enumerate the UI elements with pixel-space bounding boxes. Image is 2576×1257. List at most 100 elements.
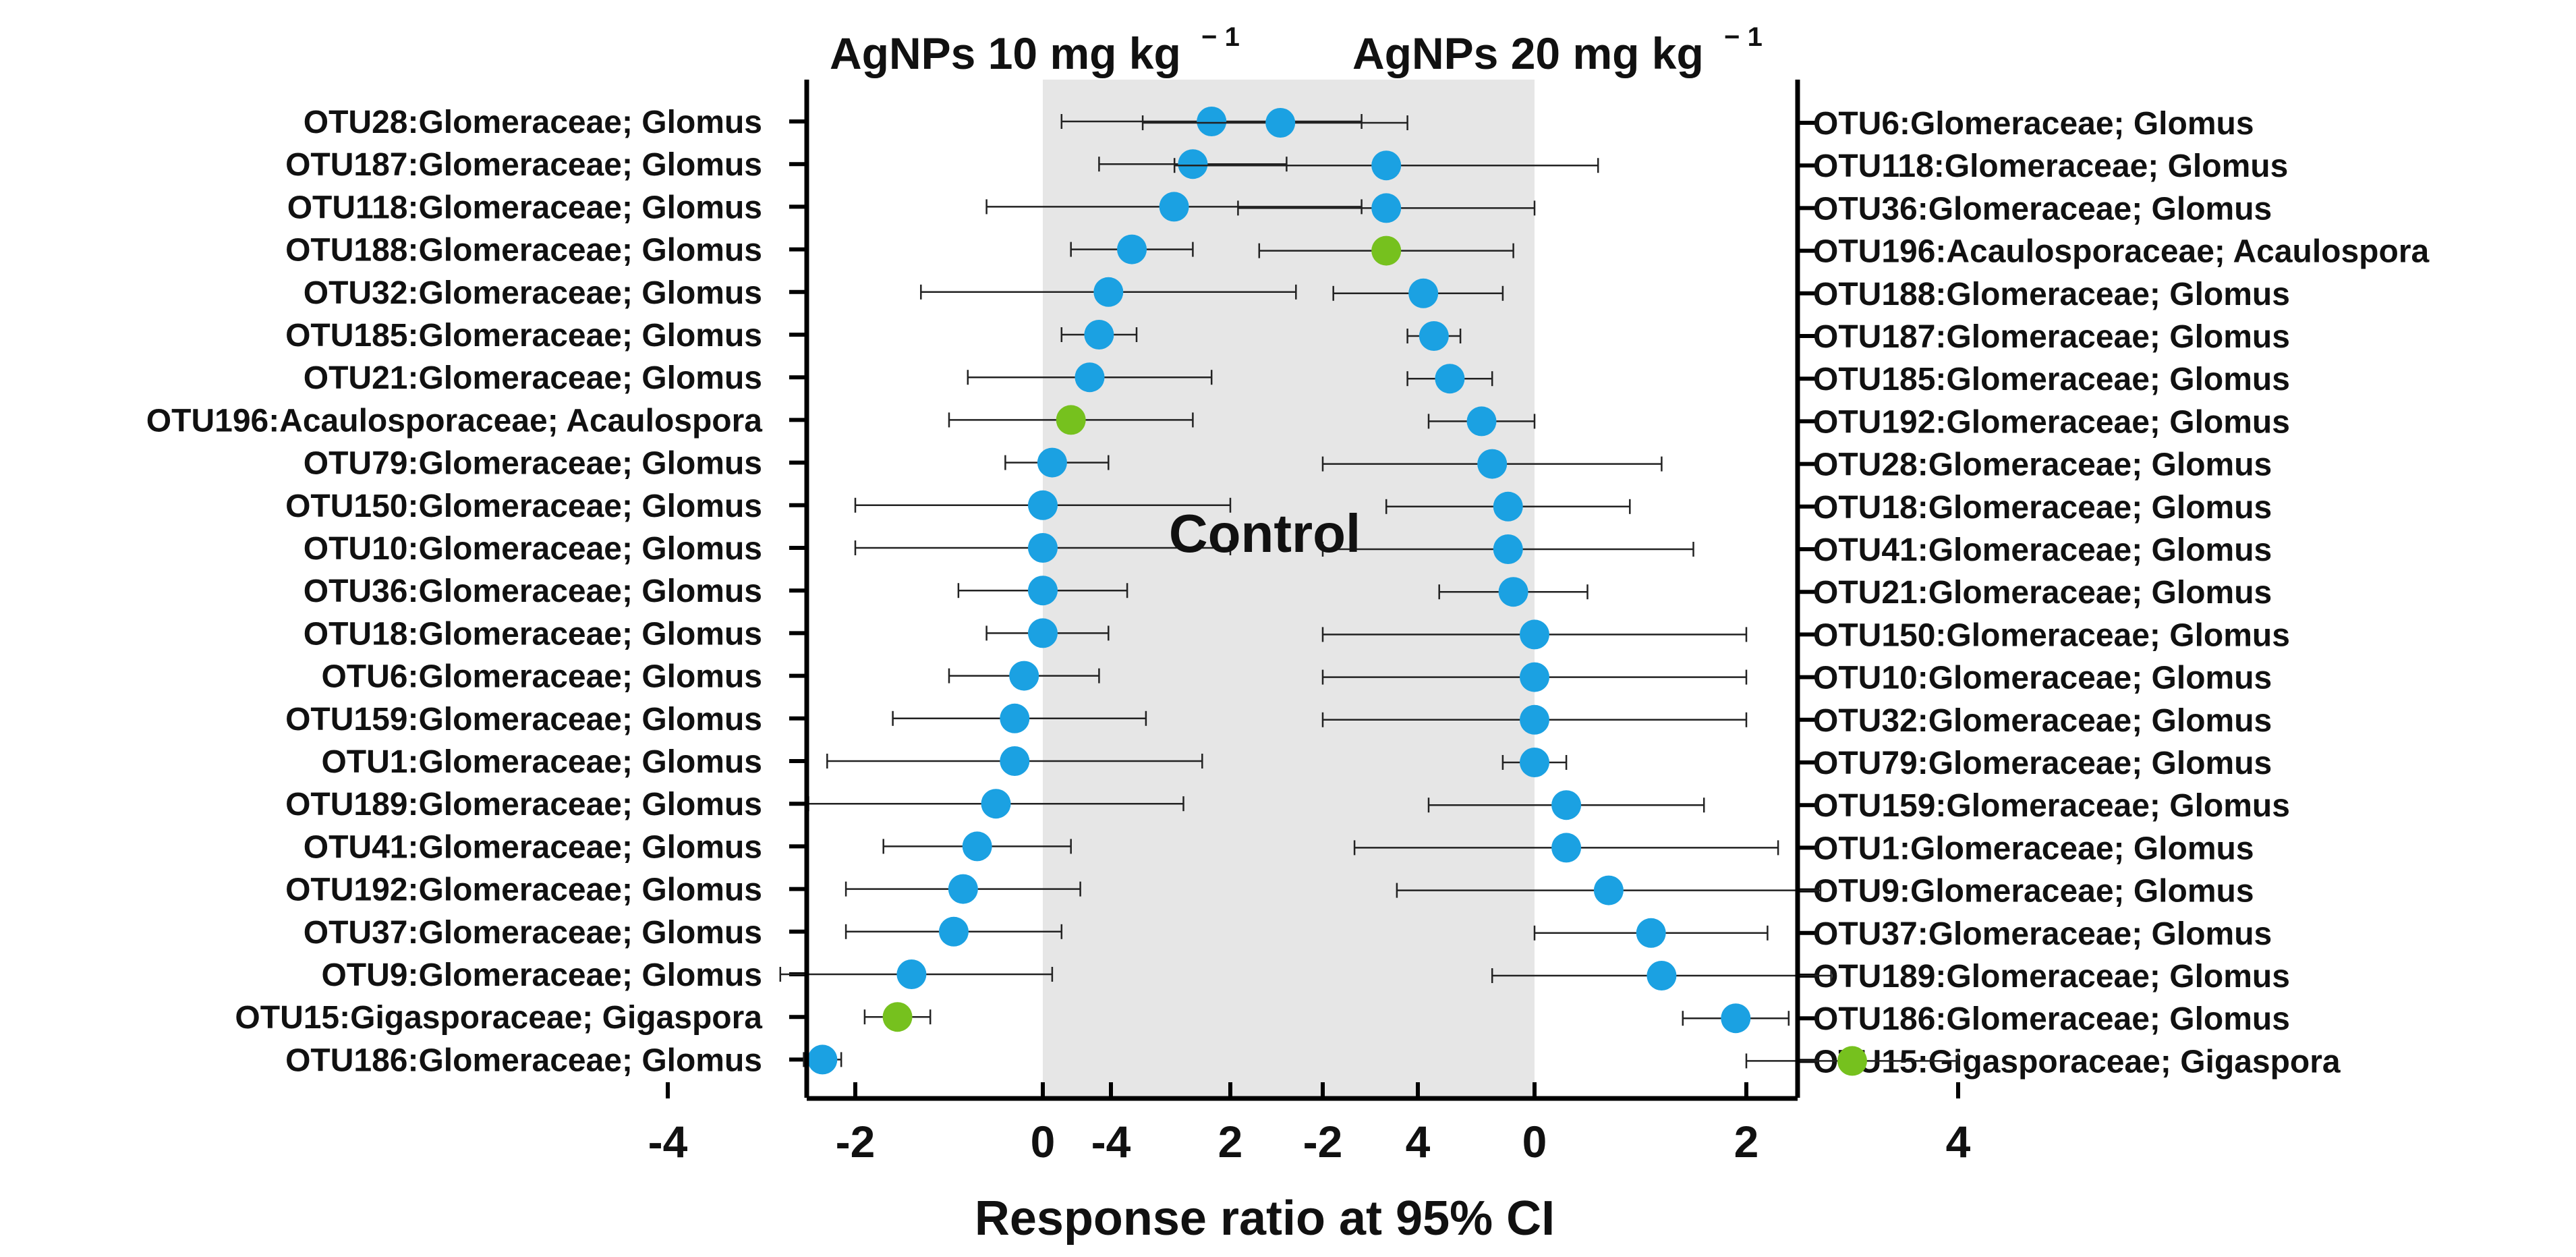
row-label: OTU6:Glomeraceae; Glomus <box>321 659 762 695</box>
data-point <box>1371 150 1402 181</box>
row-label: OTU10:Glomeraceae; Glomus <box>304 531 762 567</box>
row-label: OTU150:Glomeraceae; Glomus <box>1813 617 2290 653</box>
data-point <box>807 1044 838 1075</box>
row-label: OTU36:Glomeraceae; Glomus <box>1813 191 2272 227</box>
data-point <box>1721 1003 1751 1034</box>
row-label: OTU189:Glomeraceae; Glomus <box>1813 959 2290 995</box>
data-point <box>1493 491 1523 522</box>
row-label: OTU21:Glomeraceae; Glomus <box>304 360 762 396</box>
data-point <box>1000 703 1030 733</box>
data-point <box>1028 490 1058 520</box>
row-label: OTU9:Glomeraceae; Glomus <box>1813 874 2254 910</box>
data-point <box>1551 790 1582 820</box>
data-point <box>1371 193 1402 223</box>
data-point <box>1593 875 1624 905</box>
data-point <box>1551 833 1582 863</box>
row-label: OTU118:Glomeraceae; Glomus <box>1813 148 2288 184</box>
row-label: OTU15:Gigasporaceae; Gigaspora <box>235 1000 762 1036</box>
data-point <box>1408 278 1439 308</box>
data-point <box>1466 406 1497 437</box>
data-point <box>896 959 927 989</box>
data-point <box>1636 918 1666 948</box>
data-point <box>1093 277 1124 307</box>
data-point <box>962 831 992 862</box>
row-label: OTU37:Glomeraceae; Glomus <box>1813 916 2272 952</box>
data-point <box>1056 405 1086 435</box>
control-label: Control <box>1169 503 1361 563</box>
data-point <box>1028 533 1058 563</box>
control-band <box>1043 80 1535 1098</box>
row-label: OTU32:Glomeraceae; Glomus <box>1813 703 2272 739</box>
row-label: OTU150:Glomeraceae; Glomus <box>285 488 762 524</box>
row-label: OTU79:Glomeraceae; Glomus <box>304 446 762 482</box>
row-label: OTU188:Glomeraceae; Glomus <box>1813 277 2290 312</box>
row-label: OTU185:Glomeraceae; Glomus <box>1813 362 2290 397</box>
right-title-sup: − 1 <box>1724 22 1763 52</box>
row-label: OTU15:Gigasporaceae; Gigaspora <box>1813 1044 2341 1080</box>
x-tick-label: -4 <box>1091 1117 1131 1167</box>
data-point <box>1028 576 1058 606</box>
x-tick-label: 2 <box>1734 1117 1759 1167</box>
data-point <box>1178 149 1208 179</box>
row-label: OTU192:Glomeraceae; Glomus <box>285 872 762 908</box>
row-label: OTU28:Glomeraceae; Glomus <box>304 105 762 140</box>
row-label: OTU188:Glomeraceae; Glomus <box>285 233 762 269</box>
data-point <box>1477 449 1508 479</box>
x-tick-label: 0 <box>1522 1117 1547 1167</box>
data-point <box>1435 364 1465 394</box>
row-label: OTU6:Glomeraceae; Glomus <box>1813 106 2254 142</box>
data-point <box>1371 235 1402 266</box>
right-panel-title: AgNPs 20 mg kg − 1 <box>1352 22 1763 78</box>
row-label: OTU32:Glomeraceae; Glomus <box>304 275 762 311</box>
row-label: OTU18:Glomeraceae; Glomus <box>304 616 762 652</box>
data-point <box>1000 746 1030 776</box>
x-tick-label: 4 <box>1406 1117 1431 1167</box>
data-point <box>1084 320 1114 350</box>
row-label: OTU41:Glomeraceae; Glomus <box>304 829 762 865</box>
data-point <box>1520 704 1549 735</box>
data-point <box>1197 107 1227 136</box>
x-tick-label: 4 <box>1946 1117 1971 1167</box>
row-label: OTU196:Acaulosporaceae; Acaulospora <box>1813 234 2430 270</box>
row-label: OTU28:Glomeraceae; Glomus <box>1813 447 2272 483</box>
row-label: OTU10:Glomeraceae; Glomus <box>1813 661 2272 696</box>
row-label: OTU192:Glomeraceae; Glomus <box>1813 404 2290 440</box>
row-label: OTU159:Glomeraceae; Glomus <box>285 702 762 737</box>
left-title-text: AgNPs 10 mg kg <box>830 28 1181 78</box>
row-label: OTU9:Glomeraceae; Glomus <box>321 957 762 993</box>
x-tick-label: -2 <box>1303 1117 1343 1167</box>
data-point <box>1075 362 1105 393</box>
right-title-text: AgNPs 20 mg kg <box>1352 28 1704 78</box>
row-label: OTU196:Acaulosporaceae; Acaulospora <box>146 403 763 439</box>
row-label: OTU187:Glomeraceae; Glomus <box>285 147 762 183</box>
data-point <box>948 874 978 904</box>
x-tick-label: 0 <box>1031 1117 1056 1167</box>
x-tick-label: -4 <box>648 1117 688 1167</box>
row-label: OTU21:Glomeraceae; Glomus <box>1813 575 2272 611</box>
row-label: OTU37:Glomeraceae; Glomus <box>304 915 762 951</box>
data-point <box>1647 961 1677 990</box>
data-point <box>1493 534 1523 564</box>
row-label: OTU185:Glomeraceae; Glomus <box>285 318 762 354</box>
row-label: OTU186:Glomeraceae; Glomus <box>1813 1001 2290 1037</box>
row-label: OTU187:Glomeraceae; Glomus <box>1813 319 2290 355</box>
x-tick-label: -2 <box>836 1117 876 1167</box>
row-label: OTU186:Glomeraceae; Glomus <box>285 1042 762 1078</box>
row-label: OTU36:Glomeraceae; Glomus <box>304 574 762 609</box>
left-panel-title: AgNPs 10 mg kg − 1 <box>830 22 1240 78</box>
data-point <box>1117 234 1147 264</box>
row-label: OTU18:Glomeraceae; Glomus <box>1813 490 2272 526</box>
row-label: OTU79:Glomeraceae; Glomus <box>1813 746 2272 781</box>
data-point <box>1837 1046 1867 1076</box>
right-panel: -4 -2 0 2 4 OTU6:Glomeraceae; Glomus OTU118:Gl… <box>1091 106 2430 1167</box>
row-label: OTU189:Glomeraceae; Glomus <box>285 787 762 822</box>
data-point <box>1520 662 1549 692</box>
data-point <box>1498 577 1528 607</box>
row-label: OTU41:Glomeraceae; Glomus <box>1813 532 2272 568</box>
data-point <box>1520 748 1549 777</box>
data-point <box>1037 447 1067 478</box>
data-point <box>938 916 969 947</box>
row-label: OTU159:Glomeraceae; Glomus <box>1813 788 2290 824</box>
x-tick-label: 2 <box>1218 1117 1243 1167</box>
